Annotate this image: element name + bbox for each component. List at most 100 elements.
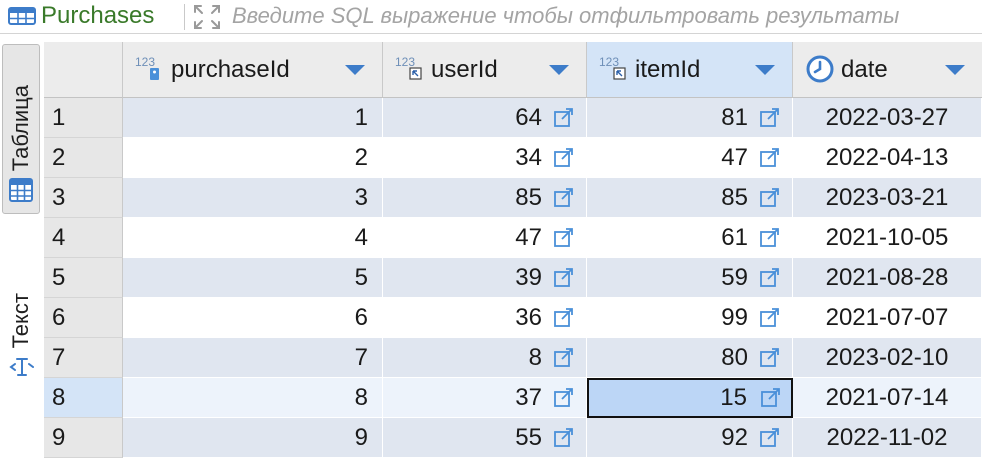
expand-icon[interactable] bbox=[191, 2, 223, 32]
cell-purchaseid[interactable]: 6 bbox=[123, 298, 383, 338]
table-row[interactable]: 7 7 8 80 2023-02-10 bbox=[44, 338, 982, 378]
tab-text-view[interactable]: Текст bbox=[2, 230, 40, 390]
cell-itemid[interactable]: 81 bbox=[587, 98, 793, 138]
cell-userid[interactable]: 37 bbox=[383, 378, 587, 418]
open-reference-icon[interactable] bbox=[759, 227, 780, 248]
cell-itemid[interactable]: 59 bbox=[587, 258, 793, 298]
row-number[interactable]: 1 bbox=[44, 98, 123, 138]
open-reference-icon[interactable] bbox=[553, 347, 574, 368]
column-name: date bbox=[841, 56, 888, 83]
cell-itemid[interactable]: 47 bbox=[587, 138, 793, 178]
cell-value: 61 bbox=[721, 224, 748, 251]
open-reference-icon[interactable] bbox=[553, 107, 574, 128]
toolbar-divider bbox=[184, 4, 185, 30]
cell-date[interactable]: 2023-03-21 bbox=[793, 178, 982, 218]
open-reference-icon[interactable] bbox=[759, 307, 780, 328]
open-reference-icon[interactable] bbox=[760, 387, 781, 408]
sort-dropdown-icon[interactable] bbox=[944, 64, 966, 76]
open-reference-icon[interactable] bbox=[553, 227, 574, 248]
foreign-key-icon: 123 bbox=[599, 55, 626, 80]
cell-itemid[interactable]: 15 bbox=[587, 378, 793, 418]
view-switcher: Таблица Текст bbox=[0, 34, 42, 460]
cell-purchaseid[interactable]: 1 bbox=[123, 98, 383, 138]
open-reference-icon[interactable] bbox=[553, 387, 574, 408]
table-row[interactable]: 5 5 39 59 2021-08-28 bbox=[44, 258, 982, 298]
cell-value: 80 bbox=[721, 344, 748, 371]
sort-dropdown-icon[interactable] bbox=[344, 64, 366, 76]
column-header-date[interactable]: date bbox=[793, 42, 982, 98]
cell-value: 85 bbox=[515, 184, 542, 211]
results-tab[interactable]: Purchases bbox=[0, 0, 154, 32]
sort-dropdown-icon[interactable] bbox=[754, 64, 776, 76]
cell-userid[interactable]: 85 bbox=[383, 178, 587, 218]
column-header-purchaseid[interactable]: 123 purchaseId bbox=[123, 42, 383, 98]
cell-value: 59 bbox=[721, 264, 748, 291]
cell-userid[interactable]: 47 bbox=[383, 218, 587, 258]
table-row[interactable]: 2 2 34 47 2022-04-13 bbox=[44, 138, 982, 178]
cell-date[interactable]: 2023-02-10 bbox=[793, 338, 982, 378]
open-reference-icon[interactable] bbox=[759, 267, 780, 288]
cell-userid[interactable]: 64 bbox=[383, 98, 587, 138]
cell-itemid[interactable]: 61 bbox=[587, 218, 793, 258]
cell-date[interactable]: 2021-07-14 bbox=[793, 378, 982, 418]
cell-purchaseid[interactable]: 5 bbox=[123, 258, 383, 298]
svg-text:123: 123 bbox=[599, 55, 619, 69]
row-number[interactable]: 4 bbox=[44, 218, 123, 258]
table-row[interactable]: 1 1 64 81 2022-03-27 bbox=[44, 98, 982, 138]
cell-userid[interactable]: 39 bbox=[383, 258, 587, 298]
table-row[interactable]: 3 3 85 85 2023-03-21 bbox=[44, 178, 982, 218]
cell-userid[interactable]: 55 bbox=[383, 418, 587, 458]
cell-itemid[interactable]: 80 bbox=[587, 338, 793, 378]
column-name: itemId bbox=[635, 56, 701, 83]
cell-userid[interactable]: 8 bbox=[383, 338, 587, 378]
row-number[interactable]: 6 bbox=[44, 298, 123, 338]
row-number[interactable]: 9 bbox=[44, 418, 123, 458]
open-reference-icon[interactable] bbox=[759, 427, 780, 448]
row-number[interactable]: 7 bbox=[44, 338, 123, 378]
column-header-userid[interactable]: 123 userId bbox=[383, 42, 587, 98]
column-header-itemid[interactable]: 123 itemId bbox=[587, 42, 793, 98]
cell-date[interactable]: 2022-04-13 bbox=[793, 138, 982, 178]
cell-itemid[interactable]: 92 bbox=[587, 418, 793, 458]
open-reference-icon[interactable] bbox=[553, 267, 574, 288]
cell-date[interactable]: 2022-11-02 bbox=[793, 418, 982, 458]
open-reference-icon[interactable] bbox=[553, 427, 574, 448]
open-reference-icon[interactable] bbox=[759, 347, 780, 368]
cell-purchaseid[interactable]: 8 bbox=[123, 378, 383, 418]
cell-date[interactable]: 2021-07-07 bbox=[793, 298, 982, 338]
row-number-header bbox=[44, 42, 123, 98]
cell-userid[interactable]: 36 bbox=[383, 298, 587, 338]
row-number[interactable]: 8 bbox=[44, 378, 123, 418]
tab-table-view[interactable]: Таблица bbox=[2, 44, 40, 214]
open-reference-icon[interactable] bbox=[553, 187, 574, 208]
row-number[interactable]: 3 bbox=[44, 178, 123, 218]
row-number[interactable]: 2 bbox=[44, 138, 123, 178]
cell-value: 15 bbox=[720, 384, 747, 411]
cell-itemid[interactable]: 85 bbox=[587, 178, 793, 218]
open-reference-icon[interactable] bbox=[553, 147, 574, 168]
cell-userid[interactable]: 34 bbox=[383, 138, 587, 178]
table-row[interactable]: 8 8 37 15 2021-07-14 bbox=[44, 378, 982, 418]
cell-purchaseid[interactable]: 2 bbox=[123, 138, 383, 178]
cell-date[interactable]: 2021-10-05 bbox=[793, 218, 982, 258]
cell-purchaseid[interactable]: 9 bbox=[123, 418, 383, 458]
cell-date[interactable]: 2021-08-28 bbox=[793, 258, 982, 298]
open-reference-icon[interactable] bbox=[759, 187, 780, 208]
table-row[interactable]: 4 4 47 61 2021-10-05 bbox=[44, 218, 982, 258]
sort-dropdown-icon[interactable] bbox=[548, 64, 570, 76]
table-row[interactable]: 9 9 55 92 2022-11-02 bbox=[44, 418, 982, 458]
cell-purchaseid[interactable]: 7 bbox=[123, 338, 383, 378]
row-number[interactable]: 5 bbox=[44, 258, 123, 298]
cell-purchaseid[interactable]: 4 bbox=[123, 218, 383, 258]
cell-purchaseid[interactable]: 3 bbox=[123, 178, 383, 218]
cell-value: 92 bbox=[721, 424, 748, 451]
cell-date[interactable]: 2022-03-27 bbox=[793, 98, 982, 138]
cell-value: 34 bbox=[515, 144, 542, 171]
sql-filter-input[interactable] bbox=[228, 0, 982, 32]
open-reference-icon[interactable] bbox=[759, 147, 780, 168]
open-reference-icon[interactable] bbox=[553, 307, 574, 328]
cell-itemid[interactable]: 99 bbox=[587, 298, 793, 338]
table-row[interactable]: 6 6 36 99 2021-07-07 bbox=[44, 298, 982, 338]
column-name: userId bbox=[431, 56, 498, 83]
open-reference-icon[interactable] bbox=[759, 107, 780, 128]
